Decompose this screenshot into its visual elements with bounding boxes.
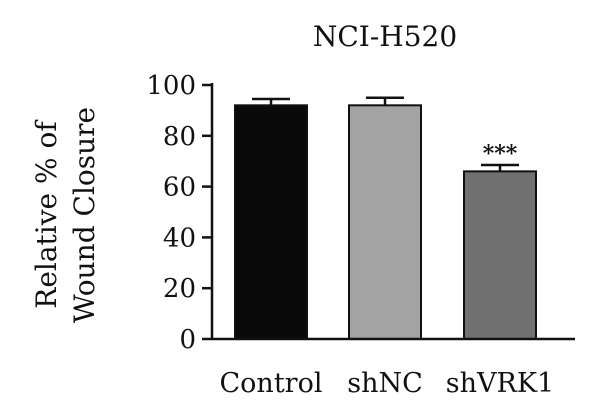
y-tick-label: 60	[163, 173, 196, 203]
y-tick-label: 80	[163, 122, 196, 152]
significance-marker: ***	[483, 141, 518, 167]
bar-control	[234, 104, 308, 340]
bars	[234, 104, 537, 340]
x-category-label: Control	[220, 368, 323, 399]
y-tick-label: 20	[163, 274, 196, 304]
bar-shnc	[348, 104, 422, 340]
error-bars	[252, 96, 519, 172]
y-tick-label: 0	[179, 325, 196, 355]
error-bar	[481, 163, 519, 172]
error-bar	[366, 96, 404, 106]
y-tick-label: 40	[163, 223, 196, 253]
y-axis-label: Relative % of Wound Closure	[30, 107, 101, 323]
error-bar	[252, 97, 290, 106]
x-category-label: shVRK1	[446, 368, 554, 399]
bar-shvrk1	[463, 170, 537, 340]
x-axis-categories: Control shNC shVRK1	[220, 368, 555, 399]
y-axis-ticks: 0 20 40 60 80 100	[146, 71, 212, 355]
y-tick-label: 100	[146, 71, 196, 101]
chart-title: NCI-H520	[313, 20, 457, 53]
y-axis-label-line-1: Relative % of	[30, 119, 63, 309]
y-axis-label-line-2: Wound Closure	[68, 107, 101, 323]
x-category-label: shNC	[347, 368, 423, 399]
significance-annotations: ***	[483, 141, 518, 167]
